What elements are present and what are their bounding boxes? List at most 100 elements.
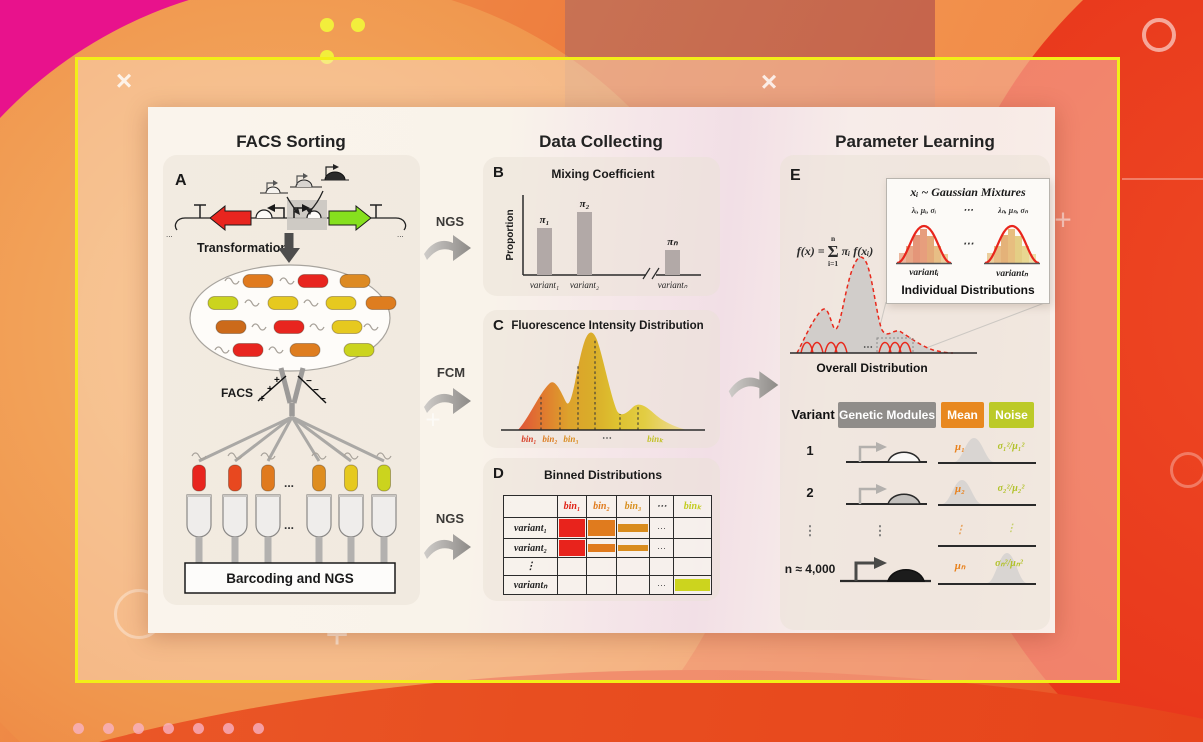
transformation-label: Transformation: [197, 241, 288, 255]
rown-mean-value: μₙ: [954, 560, 966, 572]
row1-mean-value: μ₁: [955, 441, 965, 453]
cell-v1-bin3: [617, 518, 650, 539]
fluorescence-distribution-chart: bin₁ bin₂ bin₃ ⋯ binₖ: [501, 332, 705, 444]
dot-icon: [73, 723, 84, 734]
rowdots-modules: ⋮: [873, 523, 887, 538]
cell-v1-dots: ⋯: [650, 518, 674, 539]
genetic-modules-header: Genetic Modules: [838, 402, 936, 428]
deflection-plate: [257, 375, 287, 402]
facs-funnel: [278, 367, 293, 404]
top-band-shape: [565, 0, 935, 58]
panel-b-mixing-coefficient: B Mixing Coefficient Proportion π₁ π₂ πₙ…: [483, 157, 720, 296]
flow-arrow-icon: [728, 371, 779, 399]
tubes-ellipsis: ...: [284, 476, 294, 490]
row-header-variantn: variantₙ: [504, 576, 558, 594]
collection-tube: [222, 494, 248, 564]
plasmid-ellipsis: ...: [166, 230, 173, 239]
collection-tube: [255, 494, 281, 564]
section-title-parameter-learning: Parameter Learning: [835, 132, 995, 151]
bar-variantn: [665, 250, 680, 275]
cell-vn-bin1: [558, 576, 587, 594]
cell-empty: [650, 558, 674, 576]
cell-v1-binK: [674, 518, 711, 539]
dot-icon: [351, 18, 365, 32]
plus-icon: +: [425, 404, 441, 435]
collection-tube: [306, 494, 332, 564]
noise-header: Noise: [989, 402, 1034, 428]
individual-distributions-caption: Individual Distributions: [901, 283, 1035, 297]
green-gene-arrow: [328, 204, 372, 232]
top-band-shape-2: [565, 58, 935, 107]
overall-curve-fill: [797, 257, 953, 353]
cell-vn-binK: [674, 576, 711, 594]
plasmid-ellipsis: ...: [397, 230, 404, 239]
cell-vn-bin3: [617, 576, 650, 594]
row-header-vdots: ⋮: [504, 558, 558, 576]
rown-id: n ≈ 4,000: [784, 562, 836, 576]
cell-v2-bin1: [558, 539, 587, 558]
plus-charge: +: [267, 384, 273, 395]
collection-tube: [371, 494, 397, 564]
dot-icon: [193, 723, 204, 734]
ring-icon: [1170, 452, 1203, 488]
cell-empty: [587, 558, 617, 576]
dot-icon: [253, 723, 264, 734]
row1-mean-gaussian: [954, 438, 994, 462]
plus-charge: +: [259, 394, 265, 405]
cell-vn-bin2: [587, 576, 617, 594]
variant-n-label: variantₙ: [996, 269, 1028, 279]
overall-dots: ⋯: [863, 342, 873, 353]
overall-distribution-chart: ⋯: [790, 256, 977, 354]
rbs-dome: [255, 209, 273, 219]
col-header-dots: ⋯: [650, 496, 674, 518]
bin1-label: bin₁: [521, 434, 536, 444]
bin-dividers: [540, 340, 639, 430]
dot-icon: [133, 723, 144, 734]
col-header-binK: binₖ: [674, 496, 711, 518]
binned-distributions-table: bin₁ bin₂ bin₃ ⋯ binₖ variant₁ ⋯ variant…: [503, 495, 712, 595]
panel-b-title: Mixing Coefficient: [551, 167, 655, 181]
cell-empty: [617, 558, 650, 576]
promoter-left-icon: [275, 207, 285, 218]
bar-variant1: [537, 228, 552, 275]
row1-genetic-module-icon: [846, 442, 927, 463]
rown-mean-gaussian: [987, 553, 1027, 583]
collection-tube: [186, 494, 212, 564]
minus-charge: −: [313, 385, 319, 396]
cell-v2-bin2: [587, 539, 617, 558]
pi1-label: π₁: [540, 214, 550, 226]
cell-v1-bin1: [558, 518, 587, 539]
section-title-facs-sorting: FACS Sorting: [236, 132, 346, 151]
mean-header: Mean: [941, 402, 984, 428]
flow-label-ngs-2: NGS: [435, 511, 465, 526]
flow-arrow-icon: [424, 235, 471, 261]
panel-d-label: D: [493, 465, 504, 482]
flow-label-ngs-1: NGS: [435, 214, 465, 229]
panel-c-title: Fluorescence Intensity Distribution: [511, 320, 704, 332]
flow-arrow-icon: [424, 534, 471, 560]
col-header-bin2: bin₂: [587, 496, 617, 518]
mixing-coefficient-chart: Proportion π₁ π₂ πₙ variant₁ variant₂ va…: [505, 195, 701, 290]
deflection-plate: [297, 375, 327, 404]
cell-v1-bin2: [587, 518, 617, 539]
gaussian-mixtures-title: xᵢ ~ Gaussian Mixtures: [910, 185, 1026, 199]
row2-mean-value: μ₂: [955, 483, 965, 495]
histogram-variant-i: [896, 224, 952, 265]
intensity-curve: [518, 332, 687, 430]
plus-icon: +: [1054, 203, 1072, 237]
rowdots-noise: ⋮: [1006, 523, 1016, 534]
rown-genetic-module-icon: [840, 557, 931, 583]
col-header-bin1: bin₁: [558, 496, 587, 518]
dot-icon: [103, 723, 114, 734]
minus-charge: −: [306, 376, 312, 387]
sum-symbol: Σ: [827, 241, 839, 261]
row2-mean-gaussian: [942, 480, 982, 504]
panel-a-facs-sorting: A ... ...: [163, 155, 420, 605]
red-gene-arrow: [209, 204, 252, 232]
workflow-figure: FACS Sorting Data Collecting Parameter L…: [148, 107, 1055, 633]
transformation-arrow: [284, 233, 294, 248]
rown-underline: [938, 583, 1036, 585]
rowdots-underline: [938, 545, 1036, 547]
formula-lhs: f(x) =: [796, 243, 825, 258]
row2-id: 2: [806, 485, 814, 500]
